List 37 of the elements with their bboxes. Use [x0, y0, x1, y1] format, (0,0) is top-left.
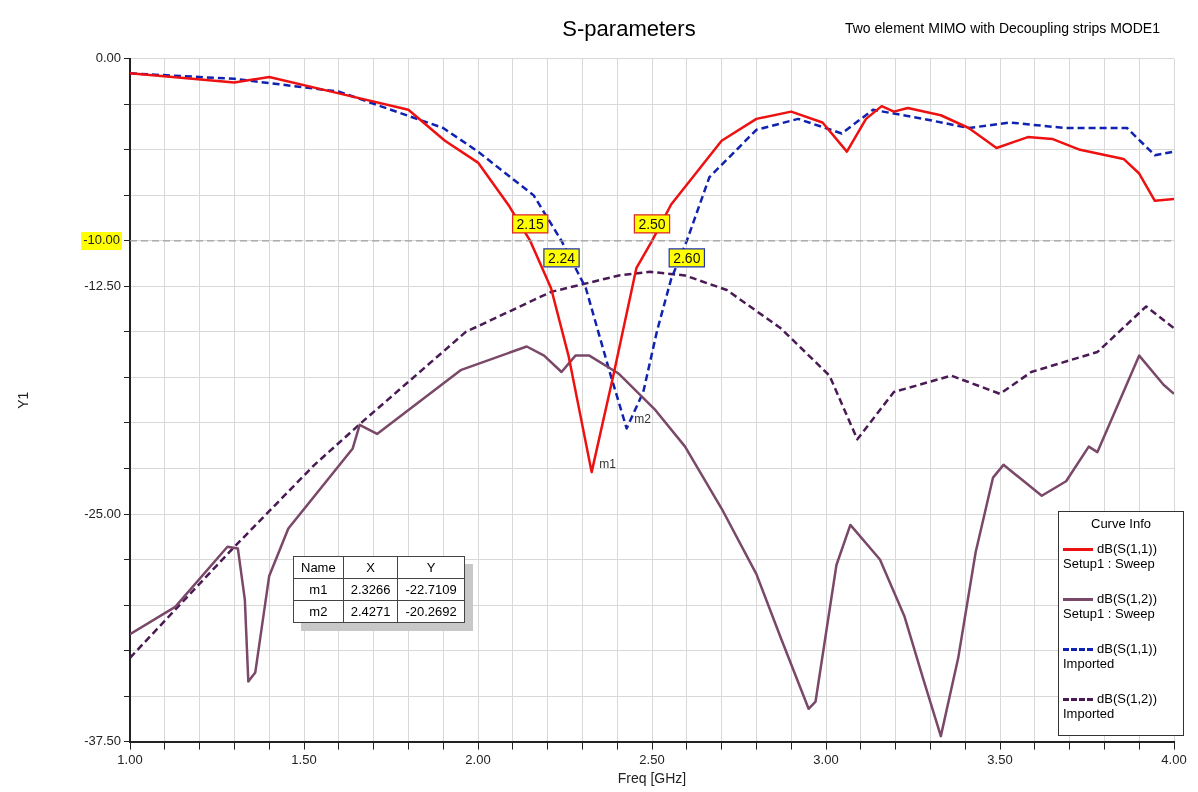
x-axis-title: Freq [GHz]: [617, 770, 687, 787]
annotation: m1: [293, 578, 344, 601]
y-axis-title: Y1: [15, 391, 32, 409]
legend-label: dB(S(1,1)) Setup1 : Sweep: [1063, 541, 1157, 571]
x-tick-label: 2.50: [639, 751, 665, 767]
y-tick-label: -25.00: [84, 505, 121, 521]
x-tick-label: 1.00: [117, 751, 143, 767]
x-tick-label: 3.00: [813, 751, 839, 767]
line-series: [130, 270, 1174, 660]
ref-line-label: -10.00: [83, 232, 120, 248]
legend-label: dB(S(1,2)) Setup1 : Sweep: [1063, 591, 1157, 621]
y-tick-label: 0.00: [95, 50, 121, 66]
annotation: m1: [599, 456, 617, 471]
y-tick-label: -37.50: [84, 733, 121, 749]
annotation: 2.50: [638, 215, 666, 232]
annotation: 2.15: [516, 215, 545, 232]
y-tick-label: -12.50: [84, 277, 121, 293]
annotation: -22.7109: [397, 578, 465, 601]
annotation: Y: [397, 556, 465, 579]
x-tick-label: 1.50: [291, 751, 317, 767]
annotation: Name: [293, 556, 344, 579]
annotation: 2.60: [673, 249, 701, 266]
annotation: X: [343, 556, 398, 579]
annotation: m2: [293, 600, 344, 623]
x-tick-label: 4.00: [1161, 751, 1187, 767]
annotation: 2.3266: [343, 578, 398, 601]
annotation: -20.2692: [397, 600, 465, 623]
x-tick-label: 3.50: [987, 751, 1013, 767]
chart-subtitle: Two element MIMO with Decoupling strips MODE1: [844, 20, 1160, 36]
legend-label: dB(S(1,1)) Imported: [1063, 641, 1157, 671]
legend-label: dB(S(1,2)) Imported: [1063, 691, 1157, 721]
annotation: m2: [634, 412, 652, 427]
legend-title: Curve Info: [1090, 515, 1152, 533]
chart-title: S-parameters: [562, 16, 696, 41]
annotation: 2.4271: [343, 600, 398, 623]
x-tick-label: 2.00: [465, 751, 491, 767]
annotation: 2.24: [547, 249, 576, 266]
